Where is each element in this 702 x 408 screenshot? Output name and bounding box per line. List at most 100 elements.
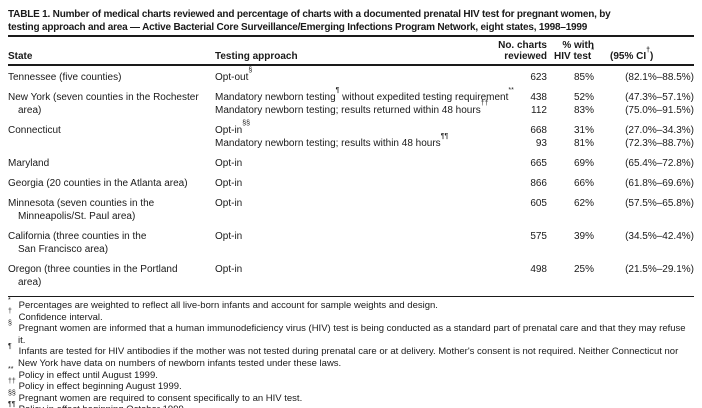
table-title: TABLE 1. Number of medical charts review… bbox=[8, 8, 694, 34]
state-cell: Connecticut bbox=[8, 124, 215, 150]
confidence-interval-value: (72.3%–88.7%) bbox=[625, 137, 694, 149]
pct-with-hiv-test-value: 85% bbox=[573, 71, 594, 83]
footnote-text: Percentages are weighted to reflect all … bbox=[18, 300, 438, 311]
footnote: * Percentages are weighted to reflect al… bbox=[8, 296, 438, 311]
table-row: California (three counties in the San Fra… bbox=[8, 230, 694, 256]
state-line: New York (seven counties in the Rocheste… bbox=[8, 91, 199, 103]
state-line: area) bbox=[18, 104, 42, 116]
approach-label: Mandatory newborn testing bbox=[215, 91, 336, 103]
table-row: Minnesota (seven counties in the Minneapo… bbox=[8, 197, 694, 223]
column-header-ci: (95% CI†) bbox=[600, 47, 694, 62]
ci-label: (95% CI bbox=[610, 51, 647, 62]
pct-hiv-test-label: HIV test bbox=[554, 51, 592, 62]
state-line: Maryland bbox=[8, 157, 50, 169]
charts-reviewed-value: 668 bbox=[530, 124, 547, 136]
charts-reviewed-value: 866 bbox=[530, 177, 547, 189]
state-line: Tennessee (five counties) bbox=[8, 71, 122, 83]
confidence-interval-value: (61.8%–69.6%) bbox=[625, 177, 694, 189]
footnote-text: Policy in effect beginning August 1999. bbox=[18, 381, 182, 393]
footnote: ¶ Infants are tested for HIV antibodies … bbox=[8, 343, 679, 369]
approach-cell: Mandatory newborn testing¶ without exped… bbox=[215, 87, 514, 104]
pct-with-hiv-test-value: 83% bbox=[573, 104, 594, 116]
state-cell: Minnesota (seven counties in the Minneapo… bbox=[8, 197, 215, 223]
approach-label: Opt-in bbox=[215, 197, 243, 209]
confidence-interval-value: (57.5%–65.8%) bbox=[625, 197, 694, 209]
footnote-marker: ¶¶ bbox=[440, 133, 449, 141]
state-cell: Tennessee (five counties) bbox=[8, 71, 215, 84]
table-header: State Testing approach No. charts review… bbox=[8, 40, 694, 64]
body-divider bbox=[8, 295, 694, 297]
column-header-pct-line-2: HIV test* bbox=[547, 47, 594, 62]
table-row: Connecticut Opt-in§§ 668 31% (27.0%–34.3%) Ma… bbox=[8, 120, 694, 150]
charts-reviewed-value: 438 bbox=[530, 91, 547, 103]
state-line: Oregon (three counties in the Portland bbox=[8, 263, 178, 275]
confidence-interval-value: (34.5%–42.4%) bbox=[625, 230, 694, 242]
approach-cell: Opt-in bbox=[215, 177, 481, 190]
approach-cell: Opt-in bbox=[215, 230, 481, 256]
footnote-marker: ** bbox=[508, 87, 514, 95]
footnote-marker: †† bbox=[480, 100, 489, 108]
pct-with-hiv-test-value: 39% bbox=[573, 230, 594, 242]
footnote-marker: §§ bbox=[242, 120, 251, 128]
confidence-interval-value: (47.3%–57.1%) bbox=[625, 91, 694, 103]
footnote: ** Policy in effect until August 1999. bbox=[8, 366, 158, 381]
table-body: Tennessee (five counties) Opt-out§ 623 85% (… bbox=[8, 67, 694, 289]
table-row: Tennessee (five counties) Opt-out§ 623 85% (… bbox=[8, 67, 694, 84]
confidence-interval-value: (21.5%–29.1%) bbox=[625, 263, 694, 275]
approach-label: Opt-in bbox=[215, 157, 243, 169]
pct-with-hiv-test-value: 52% bbox=[573, 91, 594, 103]
state-line: San Francisco area) bbox=[18, 243, 109, 255]
column-header-charts-line-2: reviewed bbox=[504, 51, 547, 62]
state-cell: California (three counties in the San Fra… bbox=[8, 230, 215, 256]
state-cell: Oregon (three counties in the Portland ar… bbox=[8, 263, 215, 289]
table-row: Maryland Opt-in 665 69% (65.4%–72.8%) bbox=[8, 157, 694, 170]
state-cell: Georgia (20 counties in the Atlanta area… bbox=[8, 177, 215, 190]
approach-label: Opt-in bbox=[215, 263, 243, 275]
approach-cell: Mandatory newborn testing; results withi… bbox=[215, 133, 481, 150]
table-row: Oregon (three counties in the Portland ar… bbox=[8, 263, 694, 289]
state-line: area) bbox=[18, 276, 42, 288]
footnote-list: * Percentages are weighted to reflect al… bbox=[8, 296, 694, 408]
approach-cell: Opt-in bbox=[215, 263, 481, 289]
column-header-charts-line-1: No. charts bbox=[498, 40, 547, 51]
asterisk-footnote-marker: * bbox=[591, 46, 594, 54]
approach-label: Opt-in bbox=[215, 124, 243, 136]
pct-with-hiv-test-value: 62% bbox=[573, 197, 594, 209]
confidence-interval-value: (75.0%–91.5%) bbox=[625, 104, 694, 116]
footnote-text: Infants are tested for HIV antibodies if… bbox=[18, 346, 679, 369]
ci-label-close-paren: ) bbox=[650, 51, 654, 62]
footnote-marker: ¶ bbox=[335, 87, 340, 95]
confidence-interval-value: (27.0%–34.3%) bbox=[625, 124, 694, 136]
header-divider bbox=[8, 64, 694, 66]
approach-cell: Opt-in bbox=[215, 197, 481, 223]
footnote: †† Policy in effect beginning August 199… bbox=[8, 378, 182, 393]
approach-cell: Opt-out§ bbox=[215, 67, 481, 84]
charts-reviewed-value: 665 bbox=[530, 157, 547, 169]
pct-with-hiv-test-value: 81% bbox=[573, 137, 594, 149]
table-title-line-1: TABLE 1. Number of medical charts review… bbox=[8, 9, 611, 20]
column-header-state: State bbox=[8, 51, 33, 62]
footnote-text: Pregnant women are required to consent s… bbox=[18, 392, 303, 404]
footnote: §§ Pregnant women are required to consen… bbox=[8, 389, 303, 404]
state-line: Georgia (20 counties in the Atlanta area… bbox=[8, 177, 188, 189]
state-line: Connecticut bbox=[8, 124, 61, 136]
approach-label: Opt-in bbox=[215, 230, 243, 242]
column-header-pct-line-1: % with bbox=[562, 40, 594, 51]
title-divider bbox=[8, 35, 694, 37]
dagger-footnote-marker: † bbox=[646, 46, 651, 54]
state-line: California (three counties in the bbox=[8, 230, 147, 242]
footnote-text: Policy in effect until August 1999. bbox=[18, 369, 158, 381]
approach-label: Mandatory newborn testing; results withi… bbox=[215, 137, 441, 149]
approach-label: Mandatory newborn testing; results retur… bbox=[215, 104, 481, 116]
state-line: Minneapolis/St. Paul area) bbox=[18, 210, 136, 222]
confidence-interval-value: (82.1%–88.5%) bbox=[625, 71, 694, 83]
state-cell: Maryland bbox=[8, 157, 215, 170]
state-cell: New York (seven counties in the Rocheste… bbox=[8, 91, 215, 117]
pct-with-hiv-test-value: 66% bbox=[573, 177, 594, 189]
approach-cell: Opt-in§§ bbox=[215, 120, 481, 137]
pct-with-hiv-test-value: 69% bbox=[573, 157, 594, 169]
footnote: § Pregnant women are informed that a hum… bbox=[8, 320, 686, 346]
table-row: New York (seven counties in the Rocheste… bbox=[8, 87, 694, 117]
charts-reviewed-value: 112 bbox=[531, 104, 547, 116]
